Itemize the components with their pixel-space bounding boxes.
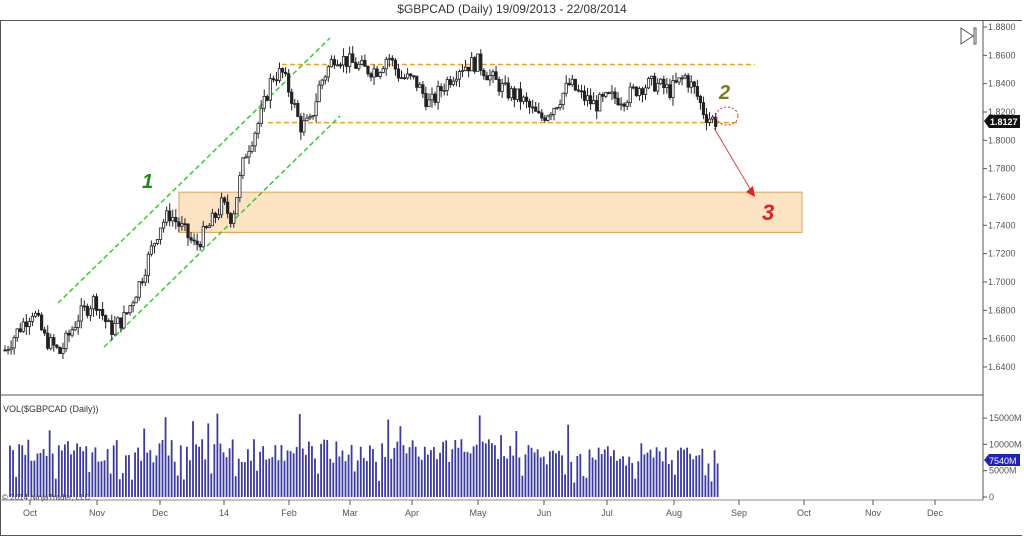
svg-text:1.7400: 1.7400 [988,220,1016,230]
target-arrow [713,127,753,193]
svg-text:1.6800: 1.6800 [988,305,1016,315]
volume-bars [9,413,719,497]
svg-text:Aug: Aug [666,508,682,518]
arrow-head-icon [746,186,755,197]
chart-title: $GBPCAD (Daily) 19/09/2013 - 22/08/2014 [397,2,627,16]
breakdown-circle [715,106,739,126]
range-lines [268,63,755,124]
svg-text:1.8000: 1.8000 [988,135,1016,145]
svg-text:1.8200: 1.8200 [988,107,1016,117]
svg-text:May: May [469,508,487,518]
svg-text:1.7000: 1.7000 [988,277,1016,287]
annotation-1: 1 [142,171,153,193]
annotation-3: 3 [762,200,774,225]
svg-text:1.8400: 1.8400 [988,79,1016,89]
svg-text:7540M: 7540M [989,456,1017,466]
svg-text:5000M: 5000M [989,466,1017,476]
svg-text:1.8600: 1.8600 [988,50,1016,60]
svg-text:1.6600: 1.6600 [988,334,1016,344]
current-volume-marker: 7540M [984,454,1020,466]
svg-text:Mar: Mar [342,508,358,518]
time-axis: Oct Nov Dec 14 Feb Mar Apr May Jun Jul Aug Sep Oct No… [23,500,944,518]
uptrend-channel [57,37,341,348]
svg-text:1.7800: 1.7800 [988,164,1016,174]
svg-text:10000M: 10000M [989,439,1022,449]
svg-text:Sep: Sep [731,508,747,518]
demand-zone [178,191,803,233]
svg-text:1.8127: 1.8127 [990,117,1018,127]
chart-frame [0,20,1022,536]
volume-panel-label: VOL($GBPCAD (Daily)) [3,404,99,414]
svg-text:15000M: 15000M [989,413,1022,423]
svg-text:Oct: Oct [23,508,38,518]
svg-text:0: 0 [989,492,994,502]
svg-text:Feb: Feb [281,508,297,518]
svg-text:1.6400: 1.6400 [988,362,1016,372]
price-axis: 1.8800 1.8600 1.8400 1.8200 1.8000 1.7800 1.76… [983,22,1016,372]
svg-text:Nov: Nov [89,508,106,518]
svg-text:Oct: Oct [797,508,812,518]
svg-text:Nov: Nov [865,508,882,518]
svg-text:Apr: Apr [405,508,419,518]
svg-text:Dec: Dec [152,508,169,518]
price-candles [3,46,718,360]
svg-text:Dec: Dec [927,508,944,518]
svg-text:1.7200: 1.7200 [988,249,1016,259]
svg-text:Jun: Jun [537,508,552,518]
copyright-text: © 2014 NinjaTrader, LLC [2,493,91,502]
annotation-2: 2 [718,82,730,104]
svg-text:1.7600: 1.7600 [988,192,1016,202]
svg-text:1.8800: 1.8800 [988,22,1016,32]
svg-text:Jul: Jul [601,508,613,518]
current-price-marker: 1.8127 [984,115,1020,128]
volume-axis: 15000M 10000M 5000M 0 [983,413,1022,502]
svg-text:14: 14 [219,508,229,518]
scroll-to-end-icon[interactable] [960,27,977,45]
